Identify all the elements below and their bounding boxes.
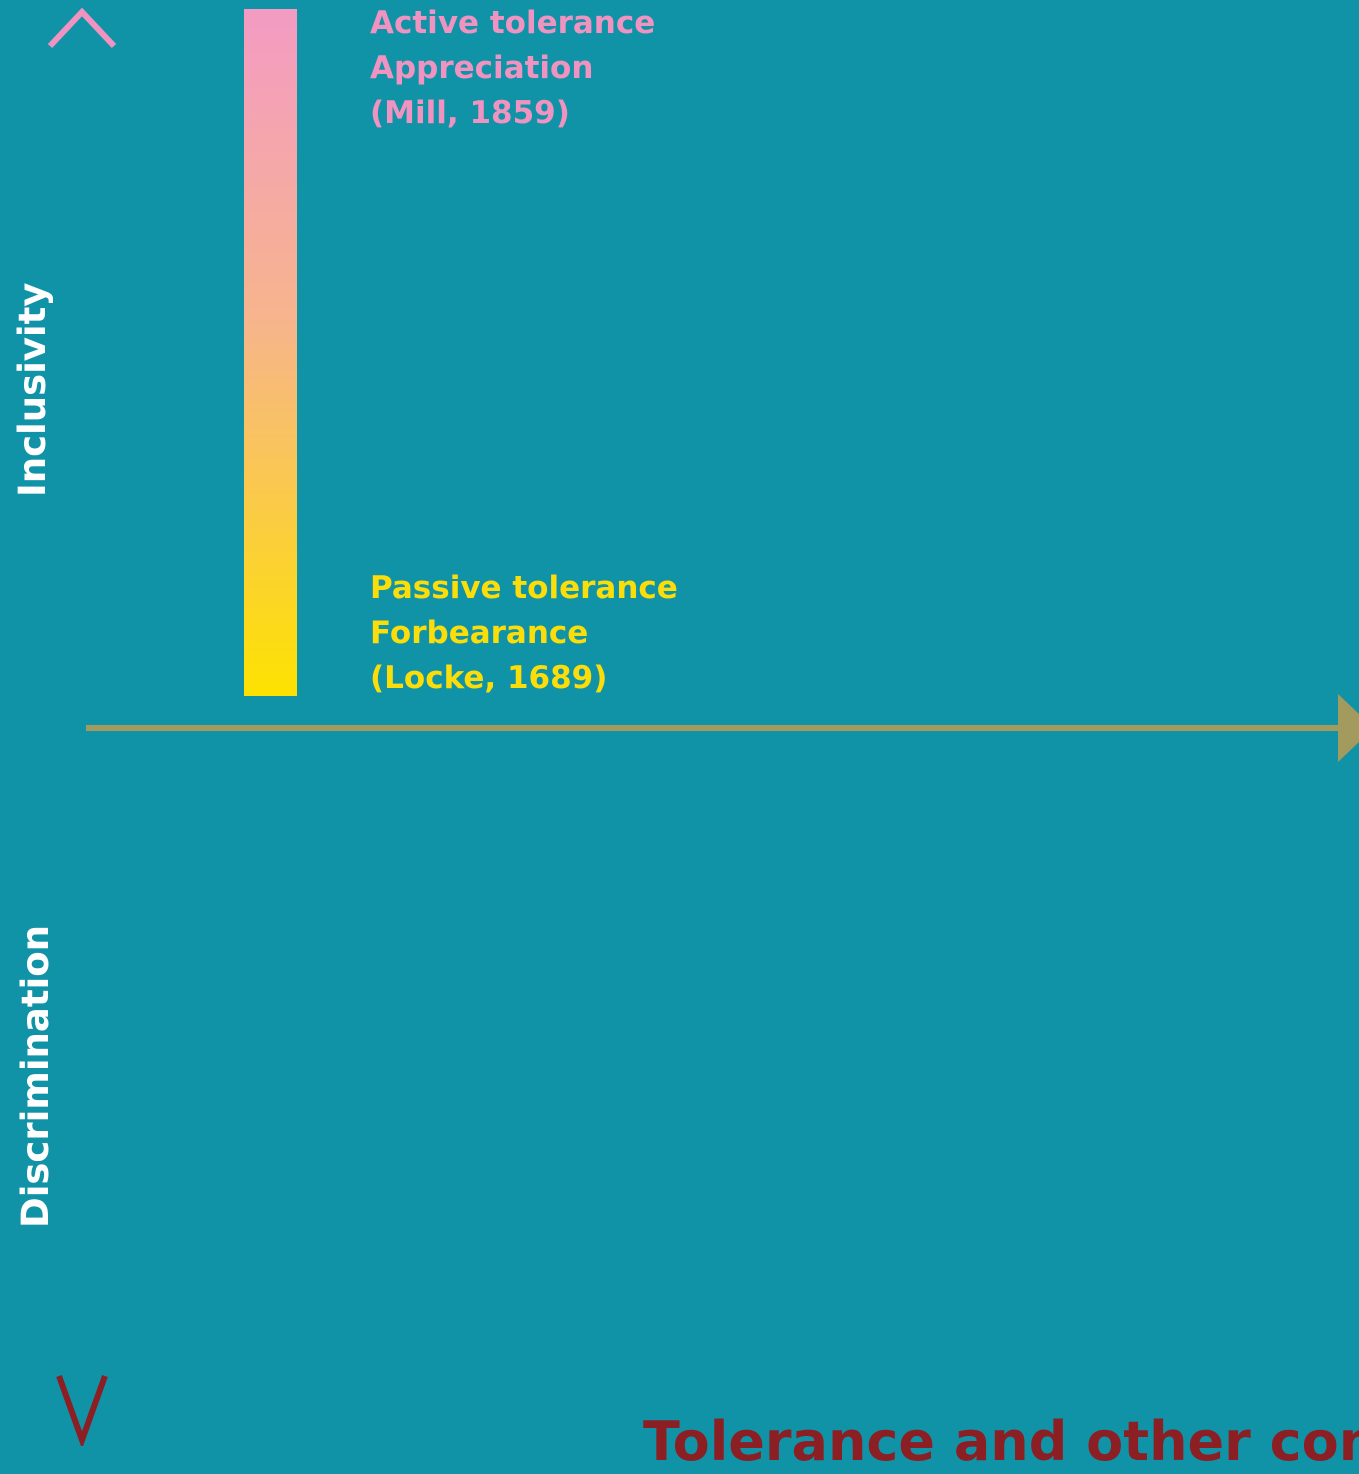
inclusivity-axis-label: Inclusivity: [11, 282, 54, 497]
passive-tolerance-subtitle: Forbearance: [370, 615, 589, 651]
passive-tolerance-label-group: Passive tolerance Forbearance (Locke, 16…: [370, 566, 678, 701]
active-tolerance-label-group: Active tolerance Appreciation (Mill, 185…: [370, 1, 655, 136]
vertical-axis-down-arrowhead: [56, 1374, 108, 1446]
passive-tolerance-citation: (Locke, 1689): [370, 660, 608, 696]
vertical-axis-up-arrowhead: [47, 7, 117, 49]
passive-tolerance-title: Passive tolerance: [370, 570, 678, 606]
active-tolerance-citation: (Mill, 1859): [370, 95, 570, 131]
tolerance-scale-bar: [244, 9, 297, 696]
active-tolerance-subtitle: Appreciation: [370, 50, 594, 86]
discrimination-axis-label: Discrimination: [14, 925, 57, 1228]
active-tolerance-title: Active tolerance: [370, 5, 656, 41]
horizontal-axis-arrowhead: [1338, 694, 1359, 762]
footer-title: Tolerance and other cons: [643, 1410, 1359, 1473]
